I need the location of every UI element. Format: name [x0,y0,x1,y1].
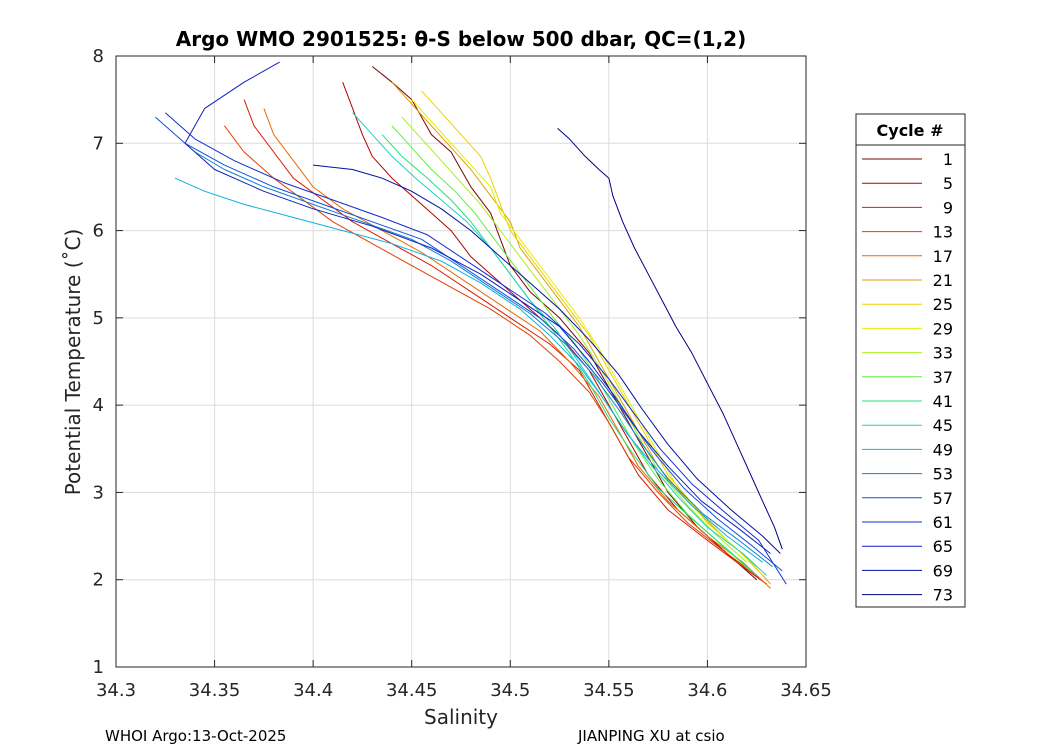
y-tick-label: 7 [93,133,104,154]
chart-title: Argo WMO 2901525: θ-S below 500 dbar, QC… [176,27,746,51]
series-lines [155,61,787,589]
y-axis-label: Potential Temperature (˚C) [61,229,85,496]
series-line-cycle-45 [352,112,767,576]
series-line-cycle-53 [194,151,773,567]
series-line-cycle-17 [263,108,771,589]
x-tick-label: 34.4 [293,680,333,701]
x-tick-label: 34.35 [189,680,241,701]
legend-label-29: 29 [933,319,953,338]
legend-label-17: 17 [933,247,953,266]
x-tick-label: 34.65 [780,680,832,701]
series-line-cycle-57 [155,116,783,572]
grid-lines [116,56,806,667]
x-tick-label: 34.6 [687,680,727,701]
legend-box [855,144,966,608]
legend-label-45: 45 [933,416,953,435]
legend-entries: 1 5 9 13 17 21 25 29 33 37 41 45 49 53 57 61 65 69 73 [862,150,953,605]
x-tick-label: 34.3 [96,680,136,701]
series-line-cycle-37 [391,125,752,572]
legend-label-61: 61 [933,513,953,532]
legend-label-13: 13 [933,223,953,242]
plot-background [116,56,806,667]
legend-label-5: 5 [943,174,953,193]
y-tick-label: 4 [93,395,104,416]
legend: Cycle # 1 5 9 13 17 21 25 29 33 37 41 45 49 53 57 61 65 6… [855,113,966,608]
x-axis-label: Salinity [424,705,498,729]
series-line-cycle-73 [557,128,783,550]
y-axis-ticks: 1 2 3 4 5 6 7 8 [93,46,806,678]
plot-frame [115,55,807,668]
legend-label-1: 1 [943,150,953,169]
legend-label-65: 65 [933,537,953,556]
series-line-cycle-69 [313,164,781,554]
x-tick-label: 34.55 [583,680,635,701]
series-line-cycle-65 [184,61,771,554]
series-line-cycle-49 [174,177,763,563]
legend-label-69: 69 [933,561,953,580]
legend-label-33: 33 [933,344,953,363]
legend-label-9: 9 [943,198,953,217]
y-tick-label: 2 [93,570,104,591]
legend-label-49: 49 [933,440,953,459]
footer-right: JIANPING XU at csio [577,727,725,745]
legend-label-41: 41 [933,392,953,411]
y-tick-label: 8 [93,46,104,67]
x-tick-label: 34.5 [490,680,530,701]
legend-label-57: 57 [933,489,953,508]
legend-label-21: 21 [933,271,953,290]
series-line-cycle-25 [421,90,758,567]
series-line-cycle-9 [243,99,767,585]
series-line-cycle-61 [164,112,787,585]
legend-title: Cycle # [877,121,944,140]
plot-area: 34.3 34.35 34.4 34.45 34.5 34.55 34.6 34.65 123… [93,46,832,701]
series-line-cycle-13 [224,125,757,576]
y-tick-label: 6 [93,221,104,242]
x-tick-label: 34.45 [386,680,438,701]
y-tick-label: 3 [93,482,104,503]
legend-label-73: 73 [933,586,953,605]
x-axis-ticks: 34.3 34.35 34.4 34.45 34.5 34.55 34.6 34.65 [96,56,832,701]
legend-label-37: 37 [933,368,953,387]
y-tick-label: 1 [93,657,104,678]
footer-left: WHOI Argo:13-Oct-2025 [105,727,286,745]
legend-label-53: 53 [933,465,953,484]
legend-label-25: 25 [933,295,953,314]
y-tick-label: 5 [93,308,104,329]
